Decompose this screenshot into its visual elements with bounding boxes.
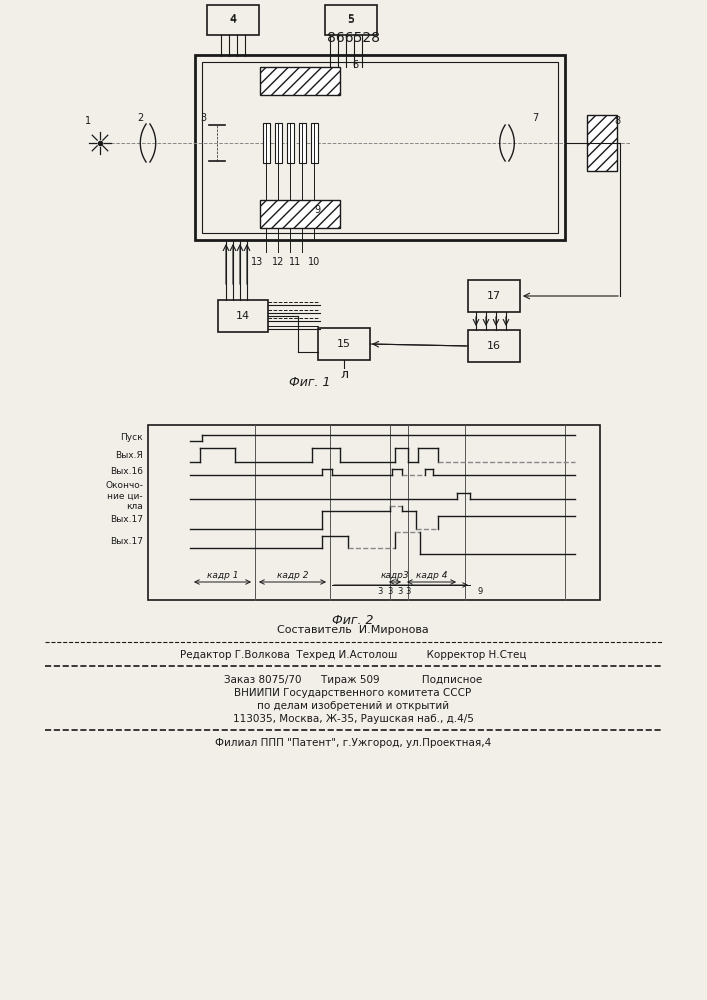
Text: Вых.17: Вых.17 (110, 516, 143, 524)
Polygon shape (468, 280, 520, 312)
Text: 9: 9 (314, 205, 320, 215)
Text: 4: 4 (230, 15, 237, 25)
Text: 8: 8 (614, 116, 620, 126)
Text: 3: 3 (387, 586, 392, 595)
Polygon shape (587, 115, 617, 171)
Text: Филиал ППП "Патент", г.Ужгород, ул.Проектная,4: Филиал ППП "Патент", г.Ужгород, ул.Проек… (215, 738, 491, 748)
Polygon shape (260, 200, 340, 228)
Polygon shape (148, 425, 600, 600)
Text: 2: 2 (137, 113, 143, 123)
Polygon shape (275, 123, 282, 163)
Text: Фиг. 1: Фиг. 1 (289, 375, 331, 388)
Text: 11: 11 (289, 257, 301, 267)
Text: 15: 15 (337, 339, 351, 349)
Text: 17: 17 (487, 291, 501, 301)
Text: 866528: 866528 (327, 31, 380, 45)
Text: 10: 10 (308, 257, 320, 267)
Polygon shape (260, 67, 340, 95)
Polygon shape (468, 330, 520, 362)
Text: 9: 9 (477, 586, 483, 595)
Polygon shape (287, 123, 294, 163)
Text: 13: 13 (251, 257, 263, 267)
Polygon shape (207, 5, 259, 35)
Text: 5: 5 (348, 14, 354, 24)
Text: Вых.16: Вых.16 (110, 468, 143, 477)
Text: Составитель  И.Миронова: Составитель И.Миронова (277, 625, 429, 635)
Polygon shape (318, 328, 370, 360)
Text: 3: 3 (405, 586, 411, 595)
Text: 16: 16 (487, 341, 501, 351)
Text: 4: 4 (230, 14, 237, 24)
Text: 3: 3 (378, 586, 382, 595)
Text: 12: 12 (271, 257, 284, 267)
Text: 3: 3 (200, 113, 206, 123)
Polygon shape (325, 5, 377, 35)
Polygon shape (311, 123, 318, 163)
Text: ВНИИПИ Государственного комитета СССР: ВНИИПИ Государственного комитета СССР (235, 688, 472, 698)
Polygon shape (299, 123, 306, 163)
Text: 1: 1 (85, 116, 91, 126)
Text: 14: 14 (236, 311, 250, 321)
Text: Фиг. 2: Фиг. 2 (332, 613, 374, 626)
Text: кадр3: кадр3 (380, 572, 409, 580)
Text: 3: 3 (397, 586, 403, 595)
Text: Окончо-
ние ци-
кла: Окончо- ние ци- кла (105, 481, 143, 511)
Polygon shape (195, 55, 565, 240)
Text: кадр 4: кадр 4 (416, 572, 448, 580)
Text: 6: 6 (352, 60, 358, 70)
Polygon shape (218, 300, 268, 332)
Text: 113035, Москва, Ж-35, Раушская наб., д.4/5: 113035, Москва, Ж-35, Раушская наб., д.4… (233, 714, 474, 724)
Text: кадр 2: кадр 2 (276, 572, 308, 580)
Text: Вых.17: Вых.17 (110, 538, 143, 546)
Text: Редактор Г.Волкова  Техред И.Астолош         Корректор Н.Стец: Редактор Г.Волкова Техред И.Астолош Корр… (180, 650, 526, 660)
Text: 5: 5 (348, 15, 354, 25)
Polygon shape (263, 123, 270, 163)
Text: кадр 1: кадр 1 (206, 572, 238, 580)
Text: 7: 7 (532, 113, 538, 123)
Text: Вых.Я: Вых.Я (115, 450, 143, 460)
Text: Заказ 8075/70      Тираж 509             Подписное: Заказ 8075/70 Тираж 509 Подписное (224, 675, 482, 685)
Text: по делам изобретений и открытий: по делам изобретений и открытий (257, 701, 449, 711)
Text: л: л (340, 367, 348, 380)
Text: Пуск: Пуск (120, 434, 143, 442)
